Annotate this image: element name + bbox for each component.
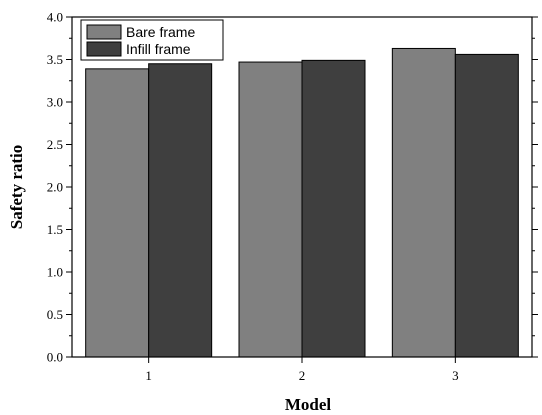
y-tick-label: 1.5 [47,222,63,237]
legend-swatch-bare-frame [86,24,122,40]
bar-bare-frame-model-3 [391,47,456,358]
legend-label-bare-frame: Bare frame [126,24,195,40]
y-tick-label: 0.0 [47,350,63,365]
y-tick-label: 3.5 [47,52,63,67]
x-tick-label: 2 [299,368,306,383]
bar-infill-frame-model-3 [454,53,519,358]
x-axis-title: Model [285,395,332,414]
x-tick-label: 1 [145,368,152,383]
legend-label-infill-frame: Infill frame [126,41,191,57]
bars-group [85,47,519,358]
y-tick-label: 0.5 [47,307,63,322]
y-tick-label: 1.0 [47,265,63,280]
bar-bare-frame-model-1 [85,68,150,358]
ticks-group: 0.0 0.5 1.0 1.5 2.0 2.5 3.0 3.5 4.0 1 2 3 [47,10,538,383]
y-tick-label: 2.5 [47,137,63,152]
y-axis-title: Safety ratio [7,145,26,230]
bar-infill-frame-model-2 [301,59,366,358]
x-tick-label: 3 [452,368,459,383]
y-tick-label: 4.0 [47,10,63,25]
legend-swatch-infill-frame [86,41,122,57]
y-tick-label: 3.0 [47,95,63,110]
y-tick-label: 2.0 [47,180,63,195]
bar-infill-frame-model-1 [148,63,213,358]
bar-bare-frame-model-2 [238,61,303,358]
legend: Bare frame Infill frame [80,19,224,61]
